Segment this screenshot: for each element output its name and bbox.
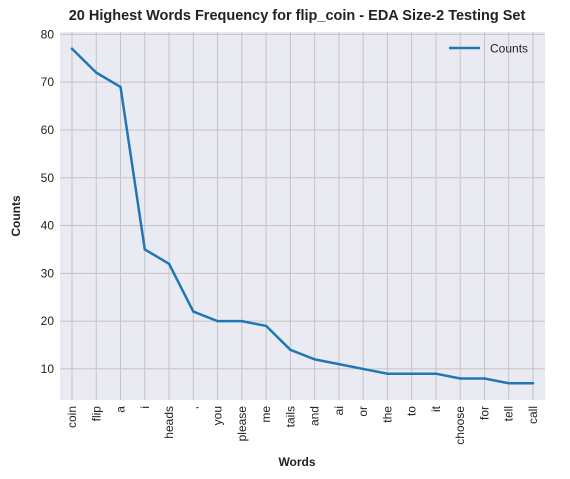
data-point <box>337 362 341 366</box>
data-point <box>507 382 510 385</box>
grid-layer <box>60 32 545 400</box>
data-point <box>313 358 316 361</box>
series-layer <box>70 47 535 385</box>
data-point <box>483 377 486 380</box>
data-point <box>434 372 438 375</box>
x-axis-label: Words <box>278 455 315 469</box>
data-point <box>531 382 535 385</box>
data-point <box>289 348 292 352</box>
x-tick-label: call <box>526 406 540 424</box>
data-point <box>216 319 219 323</box>
data-point <box>410 372 413 375</box>
y-tick-label: 60 <box>41 123 55 137</box>
data-point <box>386 372 389 375</box>
data-point <box>95 71 98 74</box>
x-tick-label: or <box>356 406 370 417</box>
x-tick-label: tell <box>502 406 516 421</box>
chart-title: 20 Highest Words Frequency for flip_coin… <box>69 8 526 24</box>
data-point <box>240 319 244 323</box>
y-tick-label: 30 <box>41 266 55 280</box>
x-tick-label: coin <box>65 406 79 428</box>
x-tick-label: a <box>114 406 128 413</box>
legend-label-counts: Counts <box>490 42 528 56</box>
y-tick-labels: 10 20 30 40 50 60 70 80 <box>41 27 55 376</box>
y-tick-label: 50 <box>41 171 55 185</box>
data-point <box>264 324 268 328</box>
data-point <box>119 85 122 89</box>
x-tick-label: tails <box>283 406 297 427</box>
series-line-counts <box>70 47 535 385</box>
y-tick-label: 40 <box>41 219 55 233</box>
x-tick-label: ai <box>332 406 346 415</box>
x-tick-label: it <box>429 405 443 412</box>
y-tick-label: 80 <box>41 27 55 41</box>
x-tick-label: flip <box>89 406 103 422</box>
x-tick-label: and <box>308 406 322 426</box>
x-tick-labels: coin flip a i heads, you please me tails and ai or t… <box>65 405 540 444</box>
data-point <box>192 310 195 313</box>
legend: Counts <box>449 42 528 56</box>
data-point <box>143 248 146 251</box>
y-axis-label: Counts <box>9 195 23 237</box>
y-tick-label: 10 <box>41 362 55 376</box>
x-tick-label: , <box>186 406 200 409</box>
data-point <box>70 47 74 50</box>
x-tick-label: i <box>138 406 152 409</box>
data-point <box>361 367 365 371</box>
x-tick-label: heads <box>162 406 176 439</box>
x-tick-label: choose <box>453 406 467 445</box>
x-tick-label: me <box>259 406 273 423</box>
y-tick-label: 20 <box>41 314 55 328</box>
x-tick-label: the <box>380 406 394 423</box>
y-tick-label: 70 <box>41 75 55 89</box>
data-point <box>459 377 462 380</box>
plot-area <box>60 32 545 400</box>
x-tick-label: to <box>405 406 419 416</box>
data-point <box>167 262 171 265</box>
x-tick-label: you <box>211 406 225 425</box>
x-tick-label: please <box>235 406 249 442</box>
x-tick-label: for <box>477 406 491 420</box>
